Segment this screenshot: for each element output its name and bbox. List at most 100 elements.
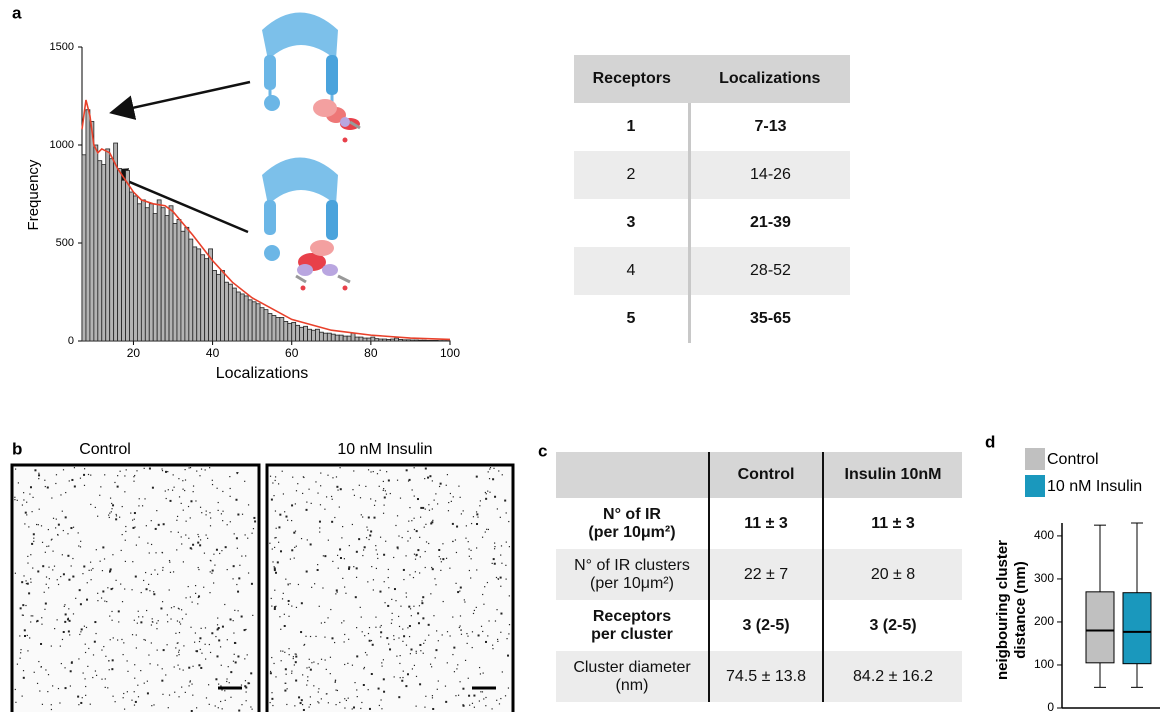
dot [85,686,86,687]
dot [208,684,209,685]
dot [156,510,157,511]
bar [114,143,118,341]
bar [133,196,137,341]
dot [358,538,360,540]
dot [296,490,297,491]
bar [371,337,375,341]
dot [227,639,228,640]
dot [42,704,43,705]
dot [452,541,453,542]
dot [205,469,206,470]
cell: 74.5 ± 13.8 [709,651,823,702]
dot [36,524,37,525]
dot [237,548,238,549]
dot [31,511,32,512]
dot [122,506,123,507]
bar [335,335,339,341]
dot [288,616,289,617]
dot [188,667,190,669]
dot [63,631,65,633]
dot [373,589,374,590]
dot [218,639,220,641]
dot [340,488,342,490]
dot [291,673,292,674]
dot [190,517,191,518]
dot [105,656,106,657]
dot [453,496,454,497]
dot [439,556,440,557]
dot [138,505,139,506]
cell: 35-65 [690,295,851,343]
dot [23,575,24,576]
dot [435,657,436,658]
dot [375,617,376,618]
dot [282,471,283,472]
dot [96,549,97,550]
dot [496,700,497,701]
dot [149,552,150,553]
dot [26,514,27,515]
dot [407,540,408,541]
dot [435,584,436,585]
dot [496,609,497,610]
dot [432,480,433,481]
dot [373,579,374,580]
dot [80,541,81,542]
dot [182,618,183,619]
bar [141,200,145,341]
dot [367,529,368,530]
dot [134,678,135,679]
dot [469,570,470,571]
dot [125,526,126,527]
dot [489,468,490,469]
dot [149,468,151,470]
dot [383,513,384,514]
dot [360,607,361,608]
dot [38,661,39,662]
dot [68,579,70,581]
dot [407,627,408,628]
dot [374,517,376,519]
dot [353,566,354,567]
dot [341,622,342,623]
bar [418,340,422,341]
dot [230,521,231,522]
dot [348,698,349,699]
dot [409,507,410,508]
dot [30,621,31,622]
dot [38,524,39,525]
dot [471,523,472,524]
dot [111,668,113,670]
dot [398,535,399,536]
dot [198,536,199,537]
dot [176,655,177,656]
dot [320,504,321,505]
dot [234,654,235,655]
dot [313,661,314,662]
dot [112,696,113,697]
dot [100,561,101,562]
dot [113,637,114,638]
dot [112,554,113,555]
dot [419,683,421,685]
dot [349,545,350,546]
dot [29,637,30,638]
dot [45,603,47,605]
panel-label: c [538,441,547,460]
dot [244,481,245,482]
dot [368,539,369,540]
x-tick-label: 100 [440,346,460,360]
dot [291,605,292,606]
bar [153,214,157,341]
bar [363,338,367,341]
dot [188,506,189,507]
dot [381,625,382,626]
dot [78,545,79,546]
dot [207,538,208,539]
dot [230,697,231,698]
dot [19,635,20,636]
dot [419,537,420,538]
dot [485,492,486,493]
dot [313,685,314,686]
dot [89,570,90,571]
